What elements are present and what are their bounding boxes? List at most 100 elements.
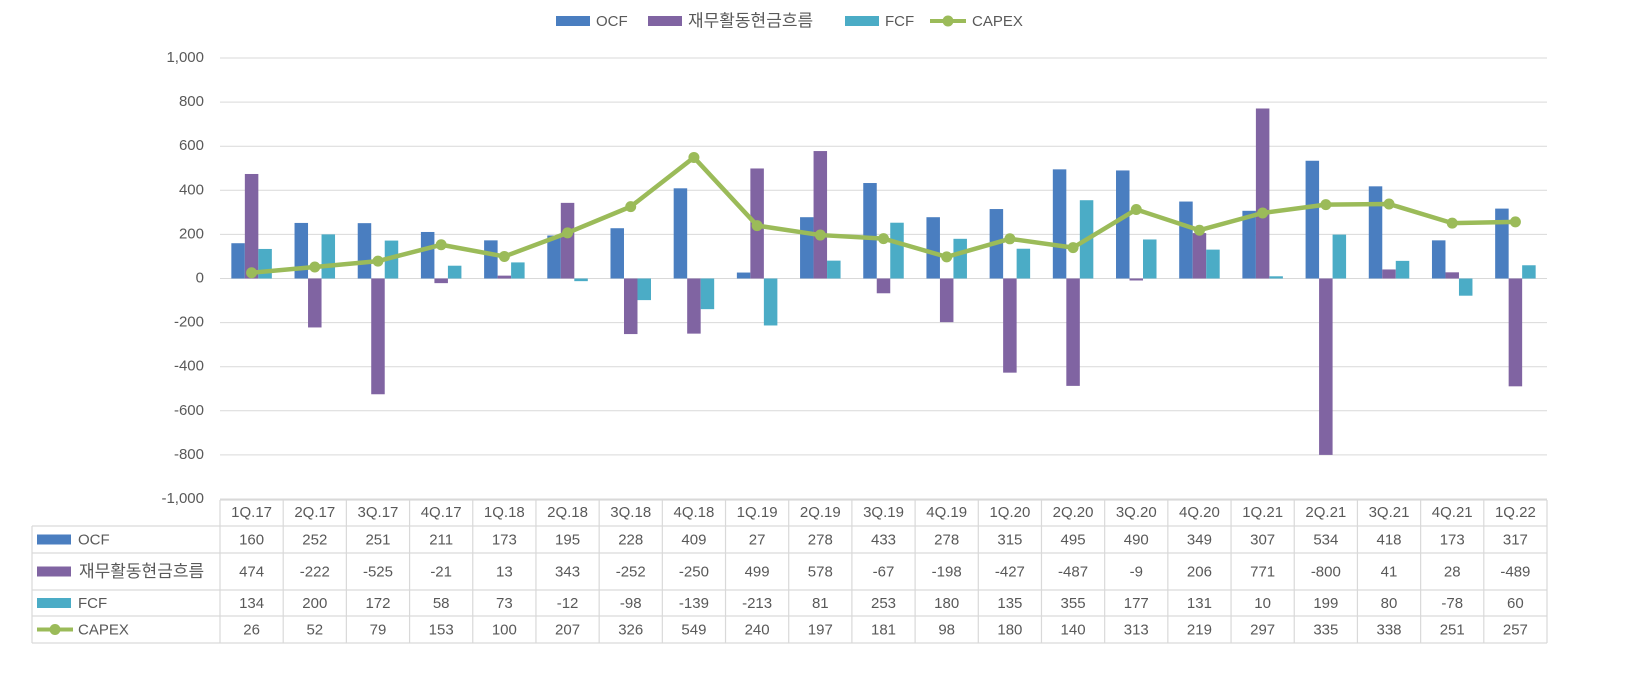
bar — [673, 188, 688, 279]
table-swatch — [49, 624, 61, 635]
line-point — [688, 151, 700, 163]
table-swatch — [37, 598, 71, 608]
table-value: 317 — [1503, 531, 1528, 548]
x-tick-label: 4Q.19 — [926, 504, 967, 521]
line-point — [1193, 224, 1205, 236]
bar — [1066, 278, 1080, 386]
x-tick-label: 3Q.18 — [610, 504, 651, 521]
bar — [700, 278, 715, 310]
x-tick-label: 4Q.21 — [1432, 504, 1473, 521]
table-value: 98 — [938, 621, 955, 638]
x-tick-label: 3Q.20 — [1116, 504, 1157, 521]
bar — [1382, 269, 1396, 279]
line-point — [246, 267, 258, 279]
table-value: 307 — [1250, 531, 1275, 548]
bar — [1495, 208, 1509, 279]
table-value: 771 — [1250, 563, 1275, 580]
bar — [1458, 278, 1473, 296]
table-value: 355 — [1061, 595, 1086, 612]
table-value: 80 — [1381, 595, 1398, 612]
y-tick-label: -1,000 — [161, 490, 204, 507]
table-value: 100 — [492, 621, 517, 638]
table-value: 499 — [745, 563, 770, 580]
table-value: -139 — [679, 595, 709, 612]
y-tick-label: -400 — [174, 358, 204, 375]
line-point — [372, 255, 384, 267]
table-value: 211 — [429, 531, 453, 548]
table-value: -222 — [300, 563, 330, 580]
bar — [827, 260, 841, 279]
line-point — [1383, 198, 1395, 210]
bar — [1305, 160, 1320, 279]
table-value: 409 — [681, 531, 706, 548]
bar — [953, 238, 967, 279]
table-value: 549 — [681, 621, 706, 638]
x-tick-label: 1Q.20 — [989, 504, 1030, 521]
table-value: -21 — [430, 563, 452, 580]
table-value: 135 — [997, 595, 1022, 612]
table-value: -98 — [620, 595, 642, 612]
table-value: 197 — [808, 621, 833, 638]
x-tick-label: 1Q.21 — [1242, 504, 1283, 521]
y-tick-label: 0 — [196, 269, 204, 286]
bar — [1206, 249, 1220, 279]
x-tick-label: 2Q.20 — [1053, 504, 1094, 521]
table-value: 26 — [243, 621, 260, 638]
line-point — [1446, 217, 1458, 229]
bar — [863, 183, 877, 279]
x-tick-label: 1Q.17 — [231, 504, 272, 521]
table-value: 534 — [1313, 531, 1338, 548]
table-value: 433 — [871, 531, 896, 548]
bar — [1445, 272, 1459, 279]
bar — [308, 278, 322, 328]
bar — [939, 278, 954, 323]
bar — [876, 278, 891, 294]
x-tick-label: 4Q.20 — [1179, 504, 1220, 521]
y-tick-label: 600 — [179, 137, 204, 154]
legend-swatch — [648, 16, 682, 26]
table-value: 240 — [745, 621, 770, 638]
table-value: 349 — [1187, 531, 1212, 548]
legend-swatch — [556, 16, 590, 26]
bar — [763, 278, 778, 326]
table-value: 343 — [555, 563, 580, 580]
line-point — [751, 220, 763, 232]
bar — [547, 235, 561, 279]
bar — [1016, 248, 1031, 279]
table-value: -525 — [363, 563, 393, 580]
table-value: 219 — [1187, 621, 1212, 638]
table-value: 181 — [871, 621, 896, 638]
table-value: -250 — [679, 563, 709, 580]
line-point — [309, 261, 321, 273]
y-tick-label: 800 — [179, 93, 204, 110]
legend-label: 재무활동현금흐름 — [688, 11, 813, 30]
bar — [813, 151, 828, 279]
bar — [1395, 260, 1410, 279]
table-value: 160 — [239, 531, 264, 548]
table-value: 490 — [1124, 531, 1149, 548]
legend-swatch — [845, 16, 879, 26]
x-tick-label: 4Q.17 — [421, 504, 462, 521]
table-value: 278 — [808, 531, 833, 548]
table-value: -252 — [616, 563, 646, 580]
table-swatch — [37, 566, 71, 577]
table-value: -800 — [1311, 563, 1341, 580]
bar — [574, 278, 588, 282]
table-value: 495 — [1061, 531, 1086, 548]
table-value: 172 — [365, 595, 390, 612]
line-point — [1320, 199, 1332, 211]
bar — [890, 222, 904, 279]
y-tick-label: 200 — [179, 225, 204, 242]
table-value: -487 — [1058, 563, 1088, 580]
line-point — [562, 227, 574, 239]
bar — [637, 278, 651, 301]
table-value: 79 — [370, 621, 387, 638]
legend-label: OCF — [596, 13, 628, 30]
table-value: 134 — [239, 595, 264, 612]
x-tick-label: 4Q.18 — [673, 504, 714, 521]
bar — [447, 265, 462, 279]
table-value: 257 — [1503, 621, 1528, 638]
table-value: 315 — [997, 531, 1022, 548]
table-value: 251 — [365, 531, 390, 548]
